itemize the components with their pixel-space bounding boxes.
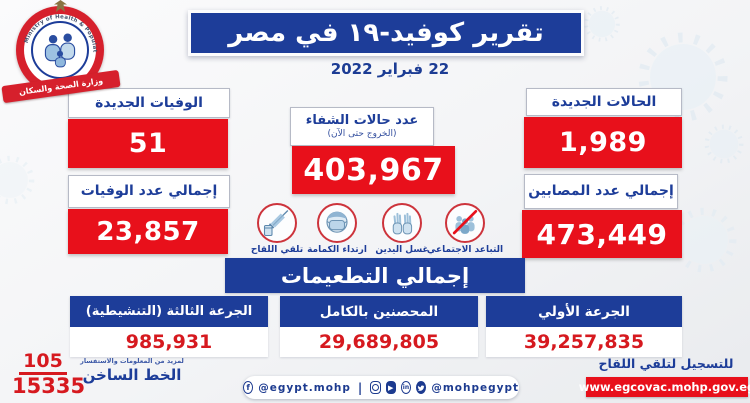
precaution-label: التباعد الاجتماعي — [426, 245, 504, 255]
third-dose-value: 985,931 — [70, 327, 268, 357]
facebook-handle: @egypt.mohp — [258, 381, 351, 394]
precaution-label: تلقي اللقاح — [250, 245, 304, 255]
social-media-bar: f @egypt.mohp | ▶ in @mohpegypt — [243, 376, 519, 399]
total-deaths-label: إجمالي عدد الوفيات — [68, 175, 230, 208]
vaccinations-banner: إجمالي التطعيمات — [225, 258, 525, 293]
eagle-emblem-icon — [54, 0, 67, 12]
mask-icon — [326, 211, 348, 233]
page-title: تقرير كوفيد-١٩ في مصر — [188, 10, 584, 56]
syringe-icon — [263, 210, 289, 237]
twitter-icon — [416, 381, 427, 394]
linkedin-icon: in — [400, 381, 412, 394]
new-cases-value: 1,989 — [524, 117, 682, 168]
hotline-number-105: 105 — [19, 351, 67, 375]
precaution-label: غسل اليدين — [375, 245, 429, 255]
precaution-handwash: غسل اليدين — [369, 203, 435, 255]
hotline-numbers: 105 15335 — [12, 351, 86, 398]
separator: | — [357, 380, 364, 395]
first-dose-label: الجرعة الأولي — [486, 296, 682, 327]
hotline-info: لمزيد من المعلومات والاستفسار — [80, 357, 184, 365]
hotline-label: الخط الساخن — [82, 366, 182, 384]
new-deaths-value: 51 — [68, 119, 228, 168]
total-cases-label: إجمالي عدد المصابين — [524, 174, 678, 209]
precaution-label: ارتداء الكمامة — [307, 245, 367, 255]
virus-decoration — [584, 6, 620, 42]
register-url: www.egcovac.mohp.gov.eg — [579, 377, 750, 397]
new-cases-label: الحالات الجديدة — [526, 88, 682, 116]
first-dose-value: 39,257,835 — [486, 327, 682, 357]
facebook-icon: f — [243, 381, 254, 394]
hotline-text: لمزيد من المعلومات والاستفسار الخط الساخ… — [70, 357, 194, 384]
other-handle: @mohpegypt — [431, 381, 519, 394]
precaution-distancing: التباعد الاجتماعي — [427, 203, 503, 255]
social-distancing-icon — [452, 210, 478, 235]
virus-decoration — [0, 155, 35, 205]
total-deaths-value: 23,857 — [68, 209, 228, 254]
hotline-number-15335: 15335 — [12, 373, 86, 398]
third-dose-label: الجرعة الثالثة (التنشيطية) — [70, 296, 268, 327]
fully-vaccinated-value: 29,689,805 — [280, 327, 478, 357]
virus-decoration — [704, 124, 744, 164]
family-icon — [44, 33, 76, 68]
recovered-value: 403,967 — [292, 146, 455, 194]
register-label: للتسجيل لتلقي اللقاح — [598, 356, 734, 371]
ministry-logo: Ministry of Health & Population وزارة ال… — [1, 0, 121, 112]
total-cases-value: 473,449 — [522, 210, 682, 258]
precaution-vaccine: تلقي اللقاح — [244, 203, 310, 255]
recovered-label: عدد حالات الشفاء — [305, 112, 419, 128]
recovered-sublabel: (الخروج حتى الآن) — [327, 128, 397, 139]
precaution-mask: ارتداء الكمامة — [304, 203, 370, 255]
report-date: 22 فبراير 2022 — [330, 60, 450, 78]
new-deaths-label: الوفيات الجديدة — [68, 88, 230, 118]
instagram-icon — [370, 381, 381, 394]
logo-family-emblem — [31, 21, 89, 79]
youtube-icon: ▶ — [385, 381, 396, 394]
virus-decoration — [671, 207, 737, 273]
hand-washing-icon — [392, 212, 413, 235]
fully-vaccinated-label: المحصنين بالكامل — [280, 296, 478, 327]
recovered-label-box: عدد حالات الشفاء (الخروج حتى الآن) — [290, 107, 434, 146]
